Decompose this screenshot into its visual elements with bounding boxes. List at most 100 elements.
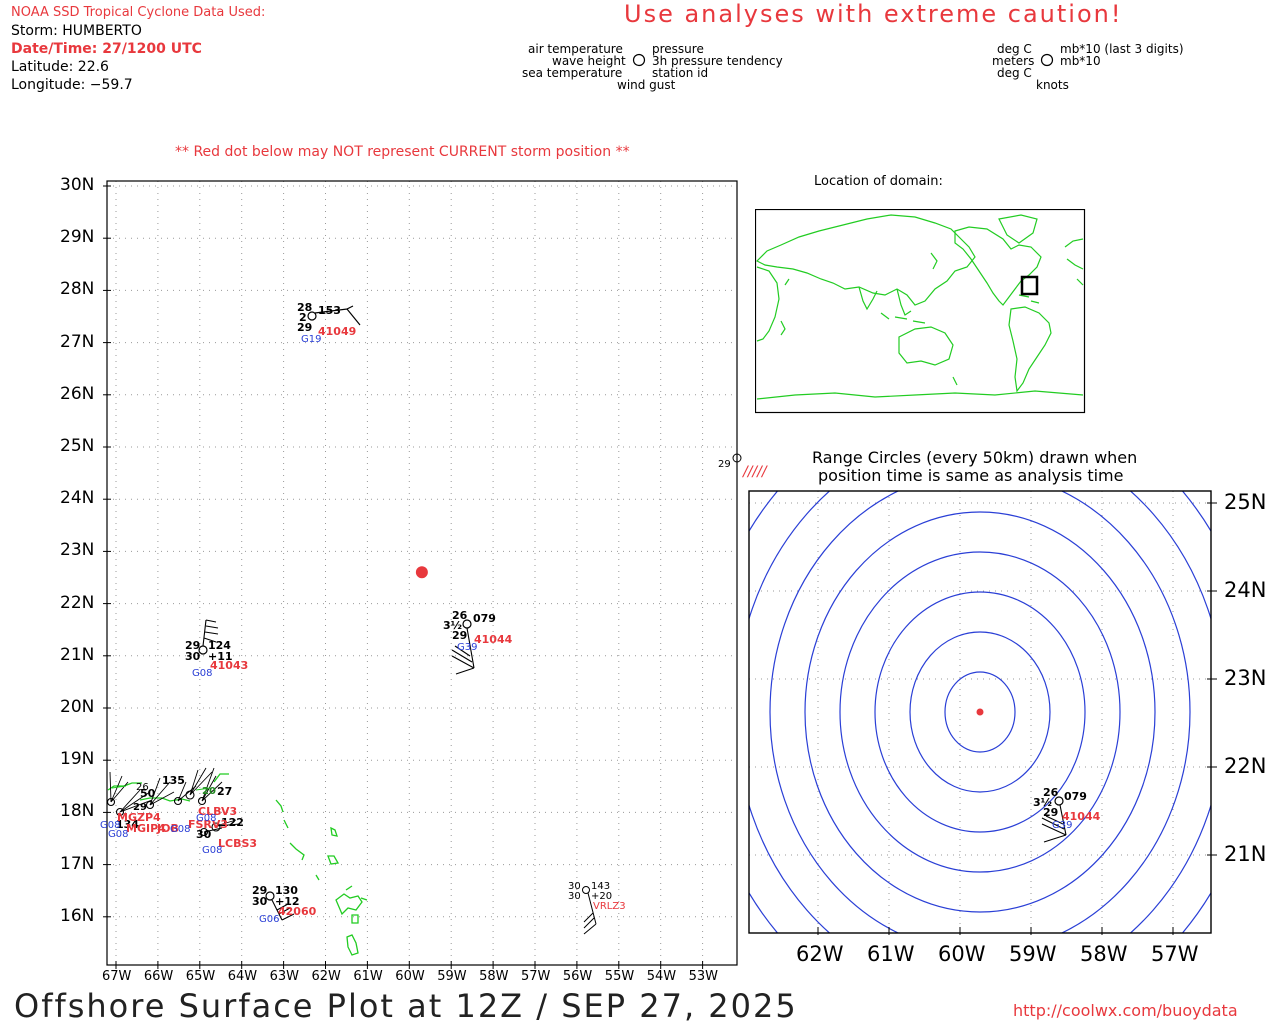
station-41043-buoy-label: G08 — [192, 668, 212, 679]
station-41044-id: 41044 — [474, 633, 513, 646]
cluster-label-job: JOB — [156, 822, 179, 835]
range-station-pressure: 079 — [1064, 790, 1087, 803]
storm-position-red-dot — [415, 566, 428, 579]
main-map-ticks — [103, 185, 704, 969]
source-url-link[interactable]: http://coolwx.com/buoydata — [1013, 1001, 1238, 1020]
legend-wind-gust: wind gust — [617, 78, 676, 92]
station-41049-air: 28 — [297, 301, 312, 314]
cluster-label-27: 27 — [217, 785, 232, 798]
station-vrlz3-pressure: 143 — [591, 881, 610, 892]
main-lon-label: 64W — [227, 969, 258, 984]
legend-unit-mb10-last3: mb*10 (last 3 digits) — [1060, 42, 1184, 56]
range-station-41044: 26 3½ 29 079 41044 G39 — [1033, 786, 1101, 843]
range-lon-label: 60W — [938, 942, 986, 966]
range-panel-storm-dot — [976, 708, 984, 716]
cluster-label-mgzp4: MGZP4 — [117, 811, 161, 824]
main-lat-label: 18N — [60, 801, 95, 822]
cluster-label-20: 20 — [202, 786, 216, 797]
cluster-label-26: 26 — [136, 782, 149, 793]
cluster-label-135: 135 — [162, 774, 185, 787]
main-lon-label: 61W — [353, 969, 383, 984]
main-lon-label: 65W — [185, 969, 216, 984]
range-circle — [909, 631, 1051, 793]
main-lon-label: 54W — [646, 969, 677, 984]
legend-air-temperature: air temperature — [528, 42, 623, 56]
main-lon-label: 67W — [102, 969, 132, 984]
storm-longitude: Longitude: −59.7 — [11, 77, 133, 93]
station-cluster-puerto-rico: 134 135 26 50 27 20 30 122 29 MGZP4 MGIP… — [100, 767, 257, 856]
station-vrlz3-sea: 30 — [568, 891, 581, 902]
station-vrlz3-id: VRLZ3 — [593, 901, 626, 912]
station-41043-sea: 30 — [185, 650, 201, 663]
main-lat-label: 23N — [60, 540, 95, 561]
cluster-label-fsrv3: FSRV3 — [188, 818, 228, 831]
range-panel-frame — [748, 490, 1212, 934]
legend-pressure-tendency: 3h pressure tendency — [652, 54, 783, 68]
main-lon-label: 63W — [269, 969, 299, 984]
main-lon-label: 53W — [688, 969, 718, 984]
main-lat-label: 17N — [60, 853, 95, 874]
plot-title: Offshore Surface Plot at 12Z / SEP 27, 2… — [14, 987, 798, 1025]
main-lon-label: 60W — [395, 969, 425, 984]
cluster-buoy-label-4: G08 — [196, 813, 216, 824]
range-circle — [944, 671, 1016, 753]
range-circle — [874, 591, 1086, 833]
station-41049-wave: 2 — [299, 311, 307, 324]
station-41049: 28 2 29 153 41049 G19 — [297, 301, 361, 345]
main-lon-label: 62W — [311, 969, 341, 984]
station-41044-wave: 3½ — [443, 619, 462, 632]
main-lat-label: 30N — [60, 175, 95, 195]
main-lat-label: 19N — [60, 749, 95, 770]
main-lat-label: 27N — [60, 331, 95, 352]
storm-latitude: Latitude: 22.6 — [11, 59, 109, 75]
legend-pressure: pressure — [652, 42, 704, 56]
range-lon-label: 62W — [796, 942, 844, 966]
range-lon-label: 59W — [1009, 942, 1057, 966]
main-lat-label: 22N — [60, 592, 95, 613]
station-41043-tendency: +11 — [208, 650, 233, 663]
station-41043-air: 29 — [185, 639, 200, 652]
station-41043-id: 41043 — [210, 659, 248, 672]
legend-unit-circle-icon — [1040, 53, 1054, 67]
cluster-label-mgip4: MGIP4 — [126, 822, 166, 835]
range-station-buoy-label: G39 — [1052, 820, 1072, 831]
station-41043-pressure: 124 — [208, 639, 231, 652]
station-41049-buoy-label: G19 — [301, 334, 321, 345]
station-vrlz3-air: 30 — [568, 881, 581, 892]
legend-unit-knots: knots — [1036, 78, 1069, 92]
edge-station-value: 29 — [718, 459, 731, 470]
station-42060-air: 29 — [252, 884, 267, 897]
main-lat-label: 28N — [60, 279, 95, 300]
storm-name: Storm: HUMBERTO — [11, 23, 142, 39]
world-continents — [755, 214, 1084, 400]
range-lat-label: 25N — [1224, 490, 1267, 514]
station-vrlz3-tendency: +20 — [591, 891, 612, 902]
cluster-label-122: 122 — [221, 816, 244, 829]
range-circles — [749, 491, 1211, 933]
storm-datetime: Date/Time: 27/1200 UTC — [11, 41, 202, 57]
main-lon-label: 57W — [521, 969, 551, 984]
range-panel-title-line1: Range Circles (every 50km) drawn when — [812, 448, 1138, 467]
main-lat-label: 24N — [60, 488, 95, 509]
range-circles-map: 26 3½ 29 079 41044 G39 — [748, 490, 1217, 935]
range-circle — [804, 511, 1156, 913]
legend-station-id: station id — [652, 66, 709, 80]
cluster-buoy-label-3: G08 — [170, 824, 190, 835]
legend-sea-temperature: sea temperature — [522, 66, 623, 80]
range-lat-label: 24N — [1224, 578, 1267, 602]
range-lon-label: 61W — [867, 942, 915, 966]
range-panel-ticks — [817, 502, 1217, 935]
station-41044-sea: 29 — [452, 629, 467, 642]
data-source-label: NOAA SSD Tropical Cyclone Data Used: — [11, 5, 266, 20]
range-lat-label: 23N — [1224, 666, 1267, 690]
range-lat-label: 21N — [1224, 842, 1267, 866]
red-dot-note: ** Red dot below may NOT represent CURRE… — [175, 144, 630, 160]
cluster-label-29: 29 — [133, 802, 147, 813]
main-lon-label: 66W — [143, 969, 174, 984]
legend-unit-meters: meters — [992, 54, 1035, 68]
domain-location-box — [1020, 275, 1039, 296]
cluster-label-134: 134 — [116, 818, 139, 831]
range-lat-label: 22N — [1224, 754, 1267, 778]
station-42060-pressure: 130 — [275, 884, 298, 897]
station-41043: 29 30 124 +11 41043 G08 — [185, 619, 248, 679]
